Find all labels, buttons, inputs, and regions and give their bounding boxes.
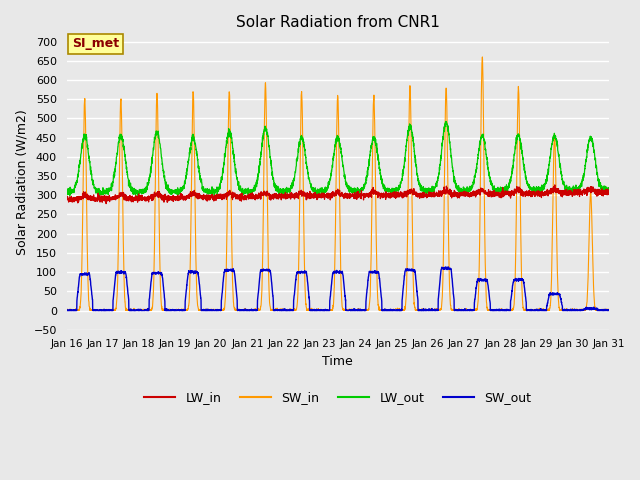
Title: Solar Radiation from CNR1: Solar Radiation from CNR1 bbox=[236, 15, 440, 30]
Text: SI_met: SI_met bbox=[72, 37, 119, 50]
X-axis label: Time: Time bbox=[323, 355, 353, 368]
Legend: LW_in, SW_in, LW_out, SW_out: LW_in, SW_in, LW_out, SW_out bbox=[140, 386, 536, 409]
Y-axis label: Solar Radiation (W/m2): Solar Radiation (W/m2) bbox=[15, 109, 28, 255]
